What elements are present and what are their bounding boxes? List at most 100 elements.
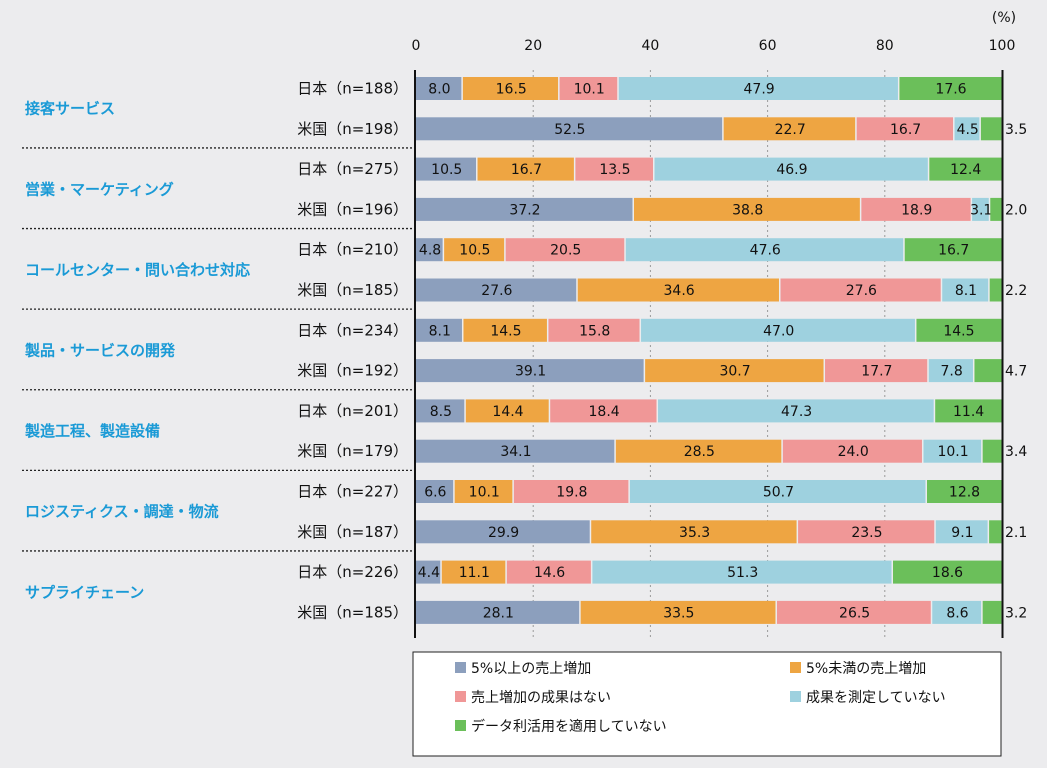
bar-value-label: 12.4 [950,162,981,178]
bar-segment [505,238,625,262]
bar-value-label: 7.8 [940,364,962,380]
bar-segment [825,359,928,383]
bar-value-label: 35.3 [679,525,710,541]
bar-value-label: 24.0 [838,444,869,460]
row-label: 米国（n=196） [297,200,408,218]
bar-segment [416,600,580,624]
bar-segment [935,520,988,544]
legend-label: データ利活用を適用していない [471,718,667,735]
bar-value-label: 16.7 [890,122,921,138]
bar-value-label: 2.1 [1005,525,1027,541]
row-label: 米国（n=185） [297,603,408,621]
bar-value-label: 8.1 [429,323,451,339]
category-label: サプライチェーン [25,583,144,601]
bar-segment [625,238,904,262]
row-and-category-labels: 接客サービス日本（n=188）米国（n=198）営業・マーケティング日本（n=2… [24,80,408,622]
bar-value-label: 11.4 [953,404,984,420]
bar-value-label: 3.1 [970,202,992,218]
bar-value-label: 4.5 [957,122,979,138]
bar-segment [929,157,1002,181]
legend-box [412,651,1002,757]
bar-value-label: 16.7 [938,243,969,259]
bar-segment [990,197,1002,221]
category-label: コールセンター・問い合わせ対応 [25,261,250,279]
bar-segment [477,157,574,181]
bar-segment [923,439,982,463]
bar-value-label: 2.2 [1005,283,1027,299]
bar-segment [416,359,644,383]
bar-value-label: 14.4 [492,404,523,420]
bar-value-label: 3.5 [1005,122,1027,138]
bar-segment [856,117,954,141]
bar-segment [444,238,505,262]
bar-segment [935,399,1002,423]
bar-value-label: 34.6 [664,283,695,299]
bar-value-label: 52.5 [554,122,585,138]
bar-value-label: 10.5 [459,243,490,259]
bar-segment [416,238,443,262]
bar-value-label: 23.5 [851,525,882,541]
category-label: 接客サービス [25,100,115,118]
bar-value-label: 27.6 [481,283,512,299]
bar-segment [559,77,618,100]
row-label: 米国（n=192） [297,362,408,380]
row-label: 日本（n=234） [297,321,408,339]
x-tick-label: 80 [876,38,894,54]
bar-value-label: 11.1 [459,565,490,581]
bar-segment [462,77,559,100]
bar-value-label: 14.5 [943,323,974,339]
bar-segment [465,399,549,423]
row-label: 日本（n=227） [297,483,408,501]
bar-segment [577,278,779,302]
bar-value-label: 19.8 [556,485,587,501]
bar-value-label: 4.8 [419,243,441,259]
bar-value-label: 10.1 [937,444,968,460]
legend-swatch [790,691,801,702]
bar-value-label: 6.6 [424,485,446,501]
bar-value-label: 38.8 [732,202,763,218]
bar-segment [416,399,465,423]
bar-segment [942,278,989,302]
bar-segment [441,560,506,584]
bar-segment [575,157,654,181]
bar-segment [972,197,989,221]
row-label: 日本（n=226） [297,563,408,581]
bar-value-label: 47.6 [750,243,781,259]
x-tick-label: 20 [524,38,542,54]
bar-value-label: 16.7 [511,162,542,178]
bar-segment [954,117,980,141]
bar-segment [416,197,633,221]
x-tick-label: 100 [989,38,1016,54]
category-label: 製品・サービスの開発 [24,341,176,359]
bar-value-label: 29.9 [488,525,519,541]
bar-value-label: 26.5 [839,605,870,621]
bar-value-label: 37.2 [509,202,540,218]
bar-segment [974,359,1002,383]
bar-segment [916,318,1002,342]
bar-value-label: 4.7 [1005,364,1027,380]
bar-segment [989,278,1003,302]
row-label: 日本（n=210） [297,241,408,259]
bar-value-label: 33.5 [663,605,694,621]
legend-swatch [455,720,466,731]
bar-value-label: 18.6 [932,565,963,581]
bar-segment [416,560,441,584]
bar-segment [416,439,615,463]
legend-label: 成果を測定していない [806,690,946,706]
bar-segment [629,480,926,503]
bar-value-label: 10.5 [431,162,462,178]
bar-value-label: 20.5 [550,243,581,259]
category-label: 製造工程、製造設備 [24,422,160,440]
category-separators [22,147,414,552]
bar-segment [513,480,629,503]
bar-segment [932,600,982,624]
bar-segment [798,520,935,544]
bar-segment [899,77,1003,100]
x-axis-ticks: 0 20 40 60 80 100 [412,38,1016,54]
bar-value-label: 2.0 [1005,202,1027,218]
bar-segment [654,157,928,181]
bar-segment [780,278,941,302]
bar-segment [615,439,782,463]
